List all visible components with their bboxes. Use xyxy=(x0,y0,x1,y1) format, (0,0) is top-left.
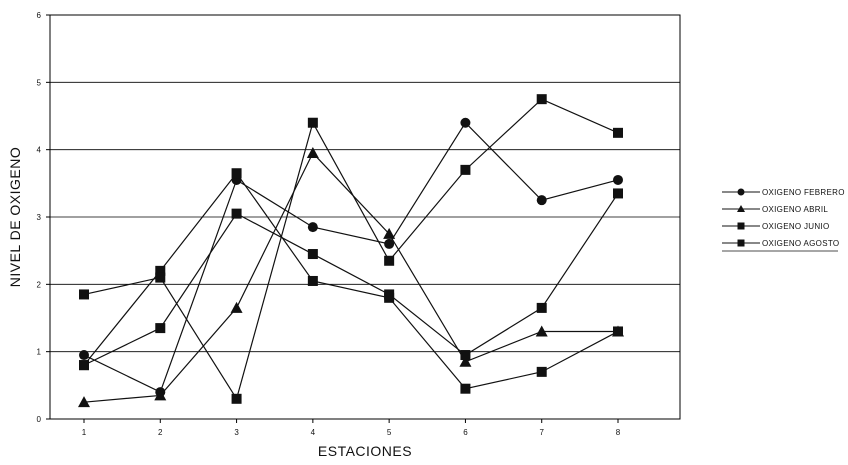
data-point xyxy=(231,393,242,404)
data-point xyxy=(536,302,547,313)
legend-label: OXIGENO JUNIO xyxy=(762,222,829,231)
data-point xyxy=(384,255,395,266)
data-point xyxy=(460,164,471,175)
data-point xyxy=(155,323,166,334)
data-point xyxy=(613,326,623,337)
legend-marker xyxy=(737,239,745,247)
data-point xyxy=(536,366,547,377)
data-point xyxy=(306,147,319,159)
data-point xyxy=(384,289,395,300)
data-point xyxy=(307,222,318,233)
data-point xyxy=(613,174,623,185)
legend-item: OXIGENO AGOSTO xyxy=(722,239,839,248)
data-point xyxy=(460,350,471,361)
legend-marker xyxy=(737,205,745,212)
data-point xyxy=(230,301,243,313)
axis-ticks: 0 1 2 3 4 5 6 1 2 3 4 5 6 7 8 xyxy=(37,11,621,437)
series-line xyxy=(83,193,619,366)
data-point xyxy=(460,117,471,128)
series-2 xyxy=(78,147,624,408)
legend-label: OXIGENO FEBRERO xyxy=(762,188,845,197)
legend: OXIGENO FEBRERO OXIGENO ABRIL OXIGENO JUNI… xyxy=(722,188,845,252)
data-point xyxy=(536,195,547,206)
x-tick-label: 7 xyxy=(539,428,544,437)
legend-label: OXIGENO ABRIL xyxy=(762,205,828,214)
data-point xyxy=(613,188,623,199)
data-point xyxy=(79,350,89,361)
y-tick-label: 1 xyxy=(37,348,42,357)
x-tick-label: 4 xyxy=(311,428,316,437)
legend-item: OXIGENO JUNIO xyxy=(722,222,829,231)
series-line xyxy=(83,151,618,403)
series-line xyxy=(83,172,619,390)
data-point xyxy=(155,265,166,276)
data-point xyxy=(383,227,396,239)
data-point xyxy=(78,396,90,408)
x-tick-label: 6 xyxy=(463,428,468,437)
data-point xyxy=(307,249,318,260)
x-tick-label: 8 xyxy=(616,428,621,437)
legend-item: OXIGENO FEBRERO xyxy=(722,188,845,197)
y-tick-label: 4 xyxy=(37,146,42,155)
legend-label: OXIGENO AGOSTO xyxy=(762,239,839,248)
x-tick-label: 1 xyxy=(82,428,87,437)
legend-marker xyxy=(737,222,745,230)
data-point xyxy=(613,127,623,138)
x-tick-label: 5 xyxy=(387,428,392,437)
data-point xyxy=(384,238,395,249)
data-point xyxy=(459,355,472,367)
series-4 xyxy=(79,94,623,404)
data-point xyxy=(154,389,167,401)
y-tick-label: 3 xyxy=(37,213,42,222)
legend-marker xyxy=(737,188,745,196)
y-axis-title: NIVEL DE OXIGENO xyxy=(7,147,23,288)
data-point xyxy=(231,168,242,179)
data-point xyxy=(460,383,471,394)
y-tick-label: 6 xyxy=(37,11,42,20)
x-tick-label: 3 xyxy=(234,428,239,437)
data-point xyxy=(307,275,318,286)
data-point xyxy=(536,94,547,105)
legend-item: OXIGENO ABRIL xyxy=(722,205,828,214)
data-point xyxy=(79,360,89,371)
data-point xyxy=(231,208,242,219)
x-tick-label: 2 xyxy=(158,428,163,437)
data-point xyxy=(155,272,166,283)
y-tick-label: 5 xyxy=(37,78,42,87)
series-5 xyxy=(79,188,623,371)
data-point xyxy=(535,325,548,337)
y-tick-label: 2 xyxy=(37,280,42,289)
series-group xyxy=(78,94,624,408)
series-1 xyxy=(79,117,623,398)
x-axis-title: ESTACIONES xyxy=(318,443,412,459)
data-point xyxy=(79,289,89,300)
series-line xyxy=(83,121,619,393)
y-tick-label: 0 xyxy=(37,415,42,424)
data-point xyxy=(307,117,318,128)
series-line xyxy=(83,98,619,401)
